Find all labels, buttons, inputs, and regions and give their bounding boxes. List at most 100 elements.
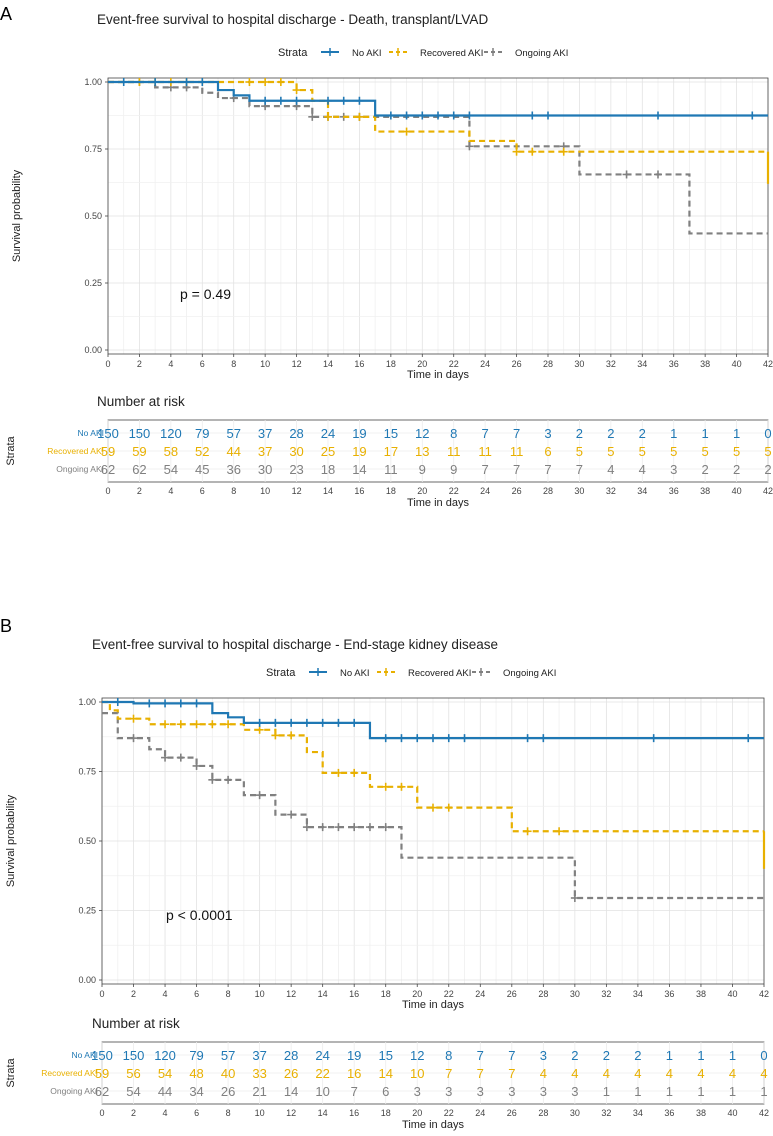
x-tick-label: 42 <box>763 359 773 369</box>
risk-count: 1 <box>666 1048 673 1063</box>
risk-count: 1 <box>729 1048 736 1063</box>
risk-x-tick-label: 6 <box>200 486 205 496</box>
risk-count: 57 <box>221 1048 235 1063</box>
risk-count: 58 <box>164 444 178 459</box>
risk-count: 37 <box>258 444 272 459</box>
risk-count: 57 <box>226 426 240 441</box>
risk-count: 21 <box>252 1084 266 1099</box>
risk-count: 13 <box>415 444 429 459</box>
risk-count: 5 <box>576 444 583 459</box>
risk-count: 5 <box>670 444 677 459</box>
legend: Strata No AKI Recovered AKI Ongoing AKI <box>266 667 556 679</box>
risk-count: 18 <box>321 462 335 477</box>
risk-count: 11 <box>478 444 492 459</box>
risk-row-label: Recovered AKI <box>47 446 104 456</box>
x-tick-label: 26 <box>507 989 517 999</box>
risk-count: 7 <box>482 462 489 477</box>
x-tick-label: 28 <box>538 989 548 999</box>
risk-count: 4 <box>729 1066 736 1081</box>
x-tick-label: 6 <box>194 989 199 999</box>
x-tick-label: 30 <box>574 359 584 369</box>
risk-count: 0 <box>764 426 771 441</box>
x-tick-label: 6 <box>200 359 205 369</box>
risk-x-tick-label: 30 <box>574 486 584 496</box>
risk-count: 14 <box>284 1084 298 1099</box>
risk-count: 7 <box>508 1048 515 1063</box>
risk-count: 15 <box>378 1048 392 1063</box>
y-tick-label: 1.00 <box>84 77 102 87</box>
x-tick-label: 36 <box>669 359 679 369</box>
risk-count: 14 <box>352 462 366 477</box>
risk-count: 1 <box>634 1084 641 1099</box>
risk-count: 15 <box>384 426 398 441</box>
risk-x-tick-label: 34 <box>633 1108 643 1118</box>
risk-count: 1 <box>702 426 709 441</box>
risk-count: 3 <box>544 426 551 441</box>
x-tick-label: 40 <box>727 989 737 999</box>
risk-count: 3 <box>477 1084 484 1099</box>
risk-count: 0 <box>760 1048 767 1063</box>
x-axis-label: Time in days <box>407 369 469 381</box>
risk-count: 1 <box>729 1084 736 1099</box>
y-axis-label: Survival probability <box>5 794 17 887</box>
risk-count: 11 <box>447 444 461 459</box>
risk-count: 22 <box>315 1066 329 1081</box>
risk-count: 26 <box>284 1066 298 1081</box>
y-tick-label: 0.75 <box>84 144 102 154</box>
risk-count: 150 <box>91 1048 113 1063</box>
legend-label: No AKI <box>340 668 370 679</box>
x-tick-label: 42 <box>759 989 769 999</box>
risk-count: 9 <box>450 462 457 477</box>
risk-count: 2 <box>733 462 740 477</box>
risk-count: 4 <box>639 462 646 477</box>
risk-x-tick-label: 38 <box>700 486 710 496</box>
y-tick-label: 1.00 <box>78 697 96 707</box>
y-tick-label: 0.50 <box>84 211 102 221</box>
risk-row-label: Ongoing AKI <box>50 1086 98 1096</box>
x-tick-label: 34 <box>637 359 647 369</box>
risk-count: 12 <box>415 426 429 441</box>
risk-count: 24 <box>315 1048 329 1063</box>
risk-count: 2 <box>576 426 583 441</box>
y-tick-label: 0.75 <box>78 767 96 777</box>
risk-count: 25 <box>321 444 335 459</box>
risk-count: 5 <box>764 444 771 459</box>
x-tick-label: 20 <box>417 359 427 369</box>
p-value: p < 0.0001 <box>166 907 233 923</box>
risk-count: 62 <box>101 462 115 477</box>
risk-count: 17 <box>384 444 398 459</box>
risk-count: 5 <box>607 444 614 459</box>
risk-x-tick-label: 42 <box>763 486 773 496</box>
legend-label: Recovered AKI <box>408 668 471 679</box>
panel-label: B <box>0 616 12 636</box>
risk-count: 54 <box>126 1084 140 1099</box>
risk-count: 28 <box>289 426 303 441</box>
risk-x-tick-label: 28 <box>543 486 553 496</box>
x-tick-label: 32 <box>601 989 611 999</box>
risk-row-label: Ongoing AKI <box>56 464 104 474</box>
x-tick-label: 8 <box>231 359 236 369</box>
risk-x-tick-label: 14 <box>323 486 333 496</box>
risk-count: 54 <box>158 1066 172 1081</box>
x-tick-label: 4 <box>168 359 173 369</box>
risk-count: 3 <box>540 1084 547 1099</box>
risk-count: 37 <box>258 426 272 441</box>
risk-count: 4 <box>760 1066 767 1081</box>
risk-count: 10 <box>410 1066 424 1081</box>
risk-x-tick-label: 26 <box>507 1108 517 1118</box>
risk-count: 2 <box>639 426 646 441</box>
x-tick-label: 10 <box>260 359 270 369</box>
risk-count: 19 <box>352 426 366 441</box>
legend-title: Strata <box>266 667 296 679</box>
risk-count: 8 <box>450 426 457 441</box>
risk-count: 3 <box>571 1084 578 1099</box>
legend: Strata No AKI Recovered AKI Ongoing AKI <box>278 47 568 59</box>
risk-count: 1 <box>697 1084 704 1099</box>
risk-count: 8 <box>445 1048 452 1063</box>
risk-x-tick-label: 2 <box>131 1108 136 1118</box>
risk-count: 2 <box>607 426 614 441</box>
risk-y-title: Strata <box>5 435 17 465</box>
x-tick-label: 2 <box>131 989 136 999</box>
